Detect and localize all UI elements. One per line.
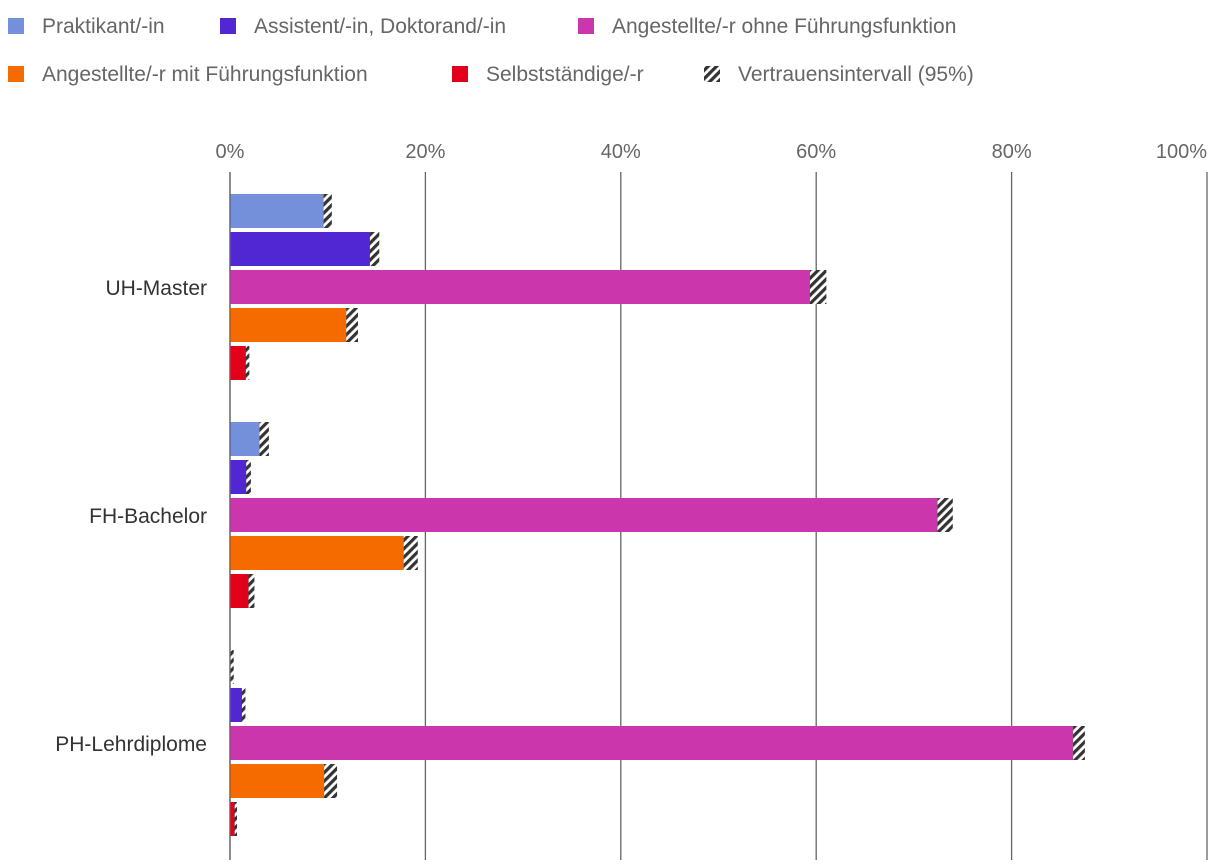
bars: [229, 172, 1085, 860]
legend-label: Angestellte/-r ohne Führungsfunktion: [612, 15, 956, 38]
legend-item-selbststandige-r: Selbstständige/-r: [452, 63, 644, 86]
ci-fh-bachelor-selbststandige-r: [248, 574, 255, 608]
legend-label: Vertrauensintervall (95%): [738, 63, 974, 86]
legend-swatch: [704, 66, 720, 82]
bar-uh-master-angestellte-r-mit-fuhrungsfunktion: [230, 308, 353, 342]
bar-fh-bachelor-selbststandige-r: [230, 574, 252, 608]
ci-uh-master-praktikant-in: [323, 194, 332, 228]
legend-swatch: [8, 18, 24, 34]
ci-uh-master-assistent-in-doktorand-in: [369, 232, 380, 266]
ci-fh-bachelor-praktikant-in: [259, 422, 269, 456]
legend-item-assistent-in-doktorand-in: Assistent/-in, Doktorand/-in: [220, 15, 506, 38]
bar-uh-master-angestellte-r-ohne-fuhrungsfunktion: [230, 270, 819, 304]
legend-label: Assistent/-in, Doktorand/-in: [254, 15, 506, 38]
category-label-uh-master: UH-Master: [105, 277, 207, 300]
bar-uh-master-assistent-in-doktorand-in: [230, 232, 375, 266]
legend-swatch: [8, 66, 24, 82]
bar-ph-lehrdiplome-angestellte-r-mit-fuhrungsfunktion: [230, 764, 331, 798]
bar-fh-bachelor-praktikant-in: [230, 422, 265, 456]
ci-fh-bachelor-angestellte-r-ohne-fuhrungsfunktion: [937, 498, 953, 532]
ci-uh-master-angestellte-r-ohne-fuhrungsfunktion: [809, 270, 827, 304]
ci-uh-master-selbststandige-r: [245, 346, 250, 380]
legend-item-praktikant-in: Praktikant/-in: [8, 15, 165, 38]
bar-fh-bachelor-angestellte-r-mit-fuhrungsfunktion: [230, 536, 411, 570]
bar-ph-lehrdiplome-angestellte-r-ohne-fuhrungsfunktion: [230, 726, 1080, 760]
legend-swatch: [452, 66, 468, 82]
legend-label: Praktikant/-in: [42, 15, 165, 38]
legend-item-vertrauensintervall-95: Vertrauensintervall (95%): [704, 63, 974, 86]
x-tick-label: 60%: [796, 141, 836, 163]
x-tick-label: 80%: [992, 141, 1032, 163]
category-label-fh-bachelor: FH-Bachelor: [89, 505, 207, 528]
ci-ph-lehrdiplome-selbststandige-r: [234, 802, 238, 836]
x-tick-label: 20%: [405, 141, 445, 163]
legend-swatch: [220, 18, 236, 34]
ci-uh-master-angestellte-r-mit-fuhrungsfunktion: [346, 308, 358, 342]
category-labels: UH-Master FH-Bachelor PH-Lehrdiplome: [55, 277, 207, 756]
ci-ph-lehrdiplome-praktikant-in: [230, 650, 234, 684]
ci-ph-lehrdiplome-assistent-in-doktorand-in: [241, 688, 246, 722]
x-tick-label: 100%: [1156, 141, 1207, 163]
legend-label: Selbstständige/-r: [486, 63, 644, 86]
ci-ph-lehrdiplome-angestellte-r-ohne-fuhrungsfunktion: [1073, 726, 1085, 760]
ci-fh-bachelor-angestellte-r-mit-fuhrungsfunktion: [403, 536, 418, 570]
bar-ph-lehrdiplome-assistent-in-doktorand-in: [230, 688, 244, 722]
x-tick-label: 0%: [216, 141, 245, 163]
ci-fh-bachelor-assistent-in-doktorand-in: [246, 460, 251, 494]
bar-uh-master-praktikant-in: [230, 194, 328, 228]
legend-item-angestellte-r-mit-fuhrungsfunktion: Angestellte/-r mit Führungsfunktion: [8, 63, 368, 86]
bar-uh-master-selbststandige-r: [230, 346, 248, 380]
x-tick-label: 40%: [601, 141, 641, 163]
ci-ph-lehrdiplome-angestellte-r-mit-fuhrungsfunktion: [324, 764, 338, 798]
legend: Praktikant/-in Assistent/-in, Doktorand/-…: [8, 15, 974, 86]
legend-label: Angestellte/-r mit Führungsfunktion: [42, 63, 368, 86]
bar-fh-bachelor-angestellte-r-ohne-fuhrungsfunktion: [230, 498, 946, 532]
bar-fh-bachelor-assistent-in-doktorand-in: [230, 460, 249, 494]
legend-item-angestellte-r-ohne-fuhrungsfunktion: Angestellte/-r ohne Führungsfunktion: [578, 15, 956, 38]
bar-ph-lehrdiplome-selbststandige-r: [230, 802, 236, 836]
category-label-ph-lehrdiplome: PH-Lehrdiplome: [55, 733, 207, 756]
legend-swatch: [578, 18, 594, 34]
